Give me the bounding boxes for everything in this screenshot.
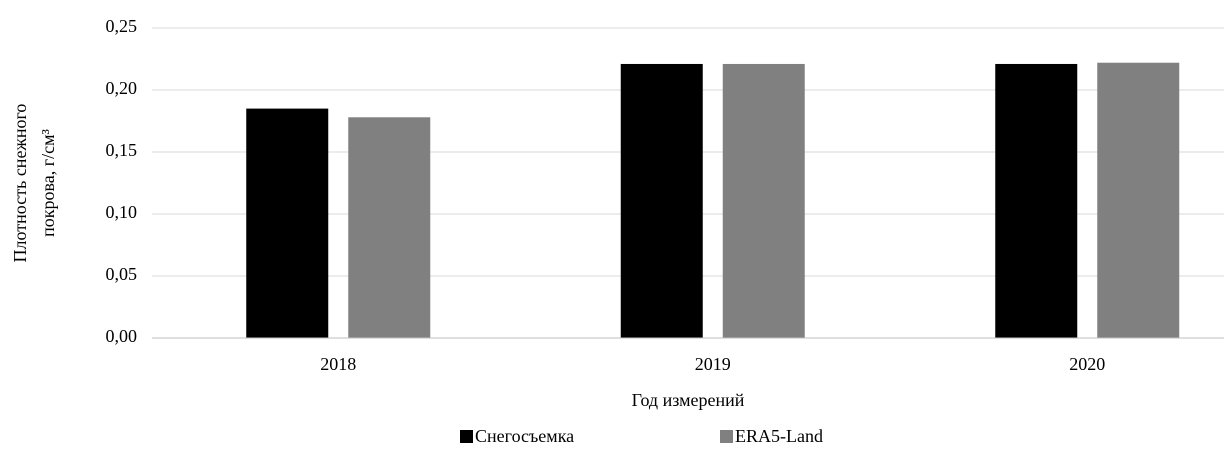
y-axis-label: Плотность снежного [10,104,30,263]
bar [722,63,805,339]
bar [620,63,703,339]
legend-label: Снегосъемка [475,426,574,446]
bar [246,108,329,338]
bar [1097,62,1180,338]
legend-swatch [720,430,733,443]
legend-label: ERA5-Land [735,426,823,446]
y-tick-label: 0,10 [106,202,138,222]
x-tick-label: 2020 [1069,354,1105,374]
x-tick-label: 2018 [320,354,356,374]
x-tick-label: 2019 [695,354,731,374]
y-tick-label: 0,20 [106,78,138,98]
y-tick-label: 0,15 [106,140,138,160]
y-axis-label: покрова, г/см³ [38,129,58,237]
x-axis-label: Год измерений [632,390,745,410]
y-tick-label: 0,05 [106,264,138,284]
bar [995,63,1078,339]
y-tick-label: 0,25 [106,16,138,36]
legend-swatch [460,430,473,443]
y-tick-label: 0,00 [106,326,138,346]
bar [348,117,431,338]
